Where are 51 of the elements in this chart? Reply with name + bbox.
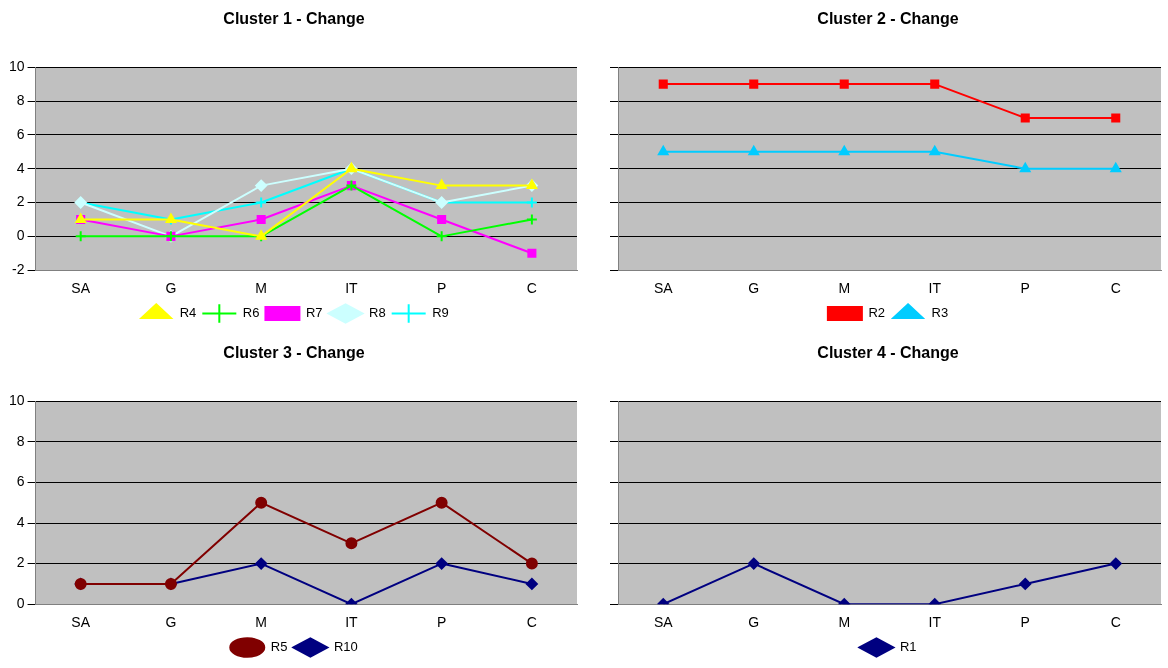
chart-title: Cluster 2 - Change <box>817 10 959 28</box>
legend-label: R5 <box>270 639 288 655</box>
y-tick-label: 8 <box>16 432 25 449</box>
legend-label: R1 <box>899 639 917 655</box>
legend-label: R10 <box>333 639 358 655</box>
x-tick-label: IT <box>345 614 359 631</box>
x-tick-label: IT <box>345 280 359 297</box>
x-tick-label: M <box>838 614 851 631</box>
legend-label: R2 <box>868 305 886 321</box>
y-tick-label: 10 <box>8 58 25 75</box>
legend-label: R3 <box>931 305 949 321</box>
chart-title: Cluster 4 - Change <box>817 344 959 362</box>
chart-title: Cluster 3 - Change <box>223 344 365 362</box>
x-tick-label: SA <box>653 280 674 297</box>
y-tick-label: -2 <box>12 261 25 278</box>
x-tick-label: P <box>436 280 447 297</box>
x-tick-label: IT <box>928 614 942 631</box>
y-tick-label: 2 <box>16 193 25 210</box>
x-tick-label: G <box>165 614 177 631</box>
x-tick-label: SA <box>71 614 91 631</box>
y-tick-label: 10 <box>8 392 25 409</box>
x-tick-label: SA <box>653 614 674 631</box>
y-tick-label: 6 <box>16 473 25 490</box>
x-tick-label: G <box>165 280 177 297</box>
legend-label: R6 <box>242 305 260 321</box>
y-tick-label: 8 <box>16 91 25 108</box>
y-tick-label: 4 <box>16 513 25 530</box>
x-tick-label: M <box>838 280 851 297</box>
legend-label: R9 <box>432 305 449 321</box>
y-tick-label: 0 <box>16 595 25 612</box>
x-tick-label: P <box>1020 280 1030 297</box>
y-tick-label: 4 <box>16 159 25 176</box>
x-tick-label: C <box>526 280 537 297</box>
legend-label: R8 <box>369 305 386 321</box>
x-tick-label: G <box>748 614 760 631</box>
y-tick-label: 2 <box>16 554 25 571</box>
y-tick-label: 6 <box>16 125 25 142</box>
legend-label: R4 <box>179 305 197 321</box>
chart-title: Cluster 1 - Change <box>223 10 365 28</box>
y-tick-label: 0 <box>16 227 25 244</box>
x-tick-label: P <box>1020 614 1030 631</box>
x-tick-label: M <box>255 614 267 631</box>
x-tick-label: C <box>526 614 537 631</box>
legend-label: R7 <box>305 305 323 321</box>
x-tick-label: M <box>255 280 267 297</box>
x-tick-label: C <box>1110 280 1121 297</box>
x-tick-label: G <box>748 280 760 297</box>
x-tick-label: IT <box>928 280 942 297</box>
x-tick-label: C <box>1110 614 1121 631</box>
x-tick-label: P <box>436 614 447 631</box>
x-tick-label: SA <box>71 280 91 297</box>
